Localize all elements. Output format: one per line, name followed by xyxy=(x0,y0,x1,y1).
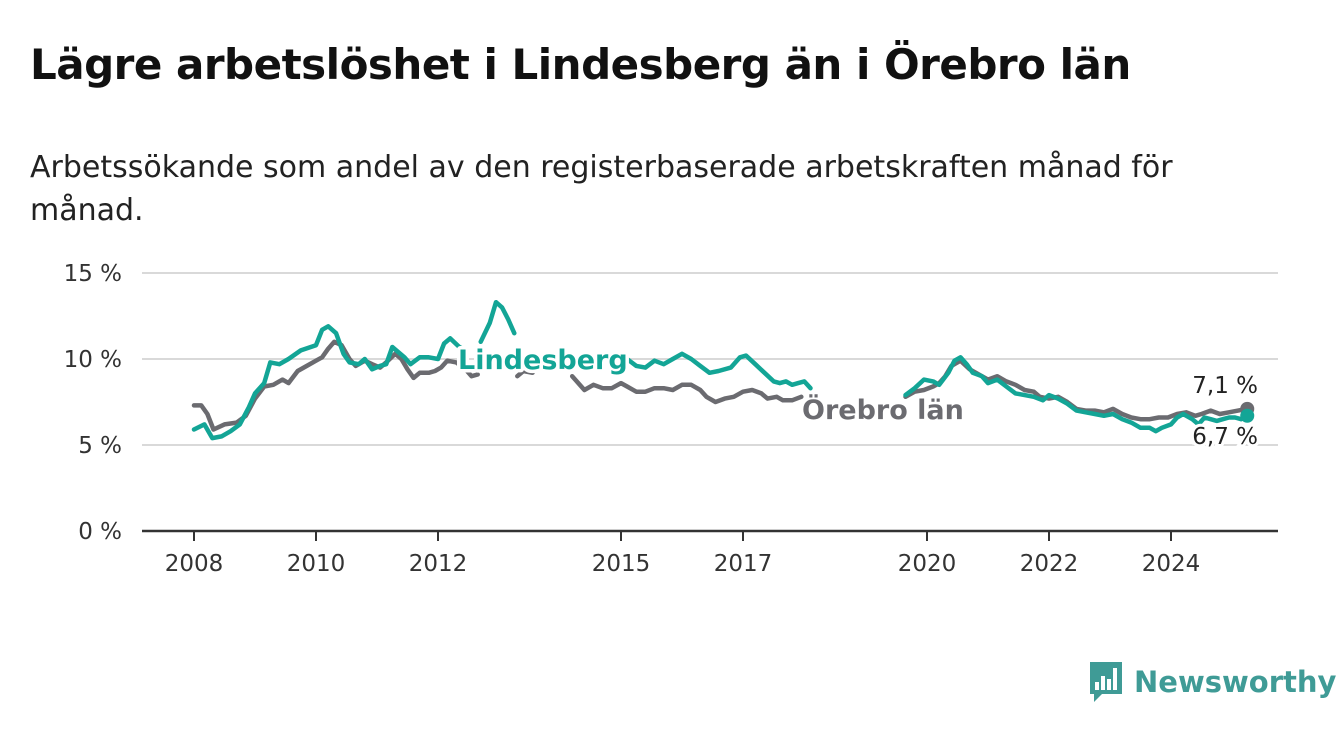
x-tick-label: 2022 xyxy=(1020,551,1079,577)
x-tick-label: 2024 xyxy=(1142,551,1201,577)
series-line-orebro-lan xyxy=(191,339,480,432)
series-line-lindesberg xyxy=(478,299,517,345)
y-tick-label: 15 % xyxy=(64,261,122,287)
series-lines xyxy=(191,299,1255,441)
newsworthy-chart-icon xyxy=(1090,662,1122,702)
x-tick-label: 2017 xyxy=(714,551,773,577)
series-labels: Lindesberg Örebro län 7,1 % 6,7 % xyxy=(455,342,1262,454)
x-tick-label: 2015 xyxy=(592,551,651,577)
series-line-lindesberg xyxy=(191,324,468,441)
end-label-orebro-lan: 7,1 % xyxy=(1192,373,1258,399)
page-title: Lägre arbetslöshet i Lindesberg än i Öre… xyxy=(30,40,1131,89)
y-tick-label: 5 % xyxy=(78,433,122,459)
x-tick-label: 2020 xyxy=(898,551,957,577)
series-line-lindesberg xyxy=(624,351,813,391)
y-axis: 0 % 5 % 10 % 15 % xyxy=(64,261,122,545)
series-label-lindesberg: Lindesberg xyxy=(458,345,628,376)
x-axis: 2008 2010 2012 2015 2017 2020 2022 2024 xyxy=(142,529,1278,577)
y-tick-label: 0 % xyxy=(78,519,122,545)
end-point-lindesberg xyxy=(1240,408,1255,423)
y-tick-label: 10 % xyxy=(64,347,122,373)
x-tick-label: 2008 xyxy=(165,551,224,577)
series-line-lindesberg xyxy=(903,355,1250,434)
x-tick-label: 2012 xyxy=(409,551,468,577)
series-line-lindesberg xyxy=(560,353,593,365)
brand-name: Newsworthy xyxy=(1134,665,1337,699)
x-tick-label: 2010 xyxy=(287,551,346,577)
series-label-orebro-lan: Örebro län xyxy=(802,393,964,426)
series-line-orebro-lan xyxy=(515,368,535,379)
grid-lines xyxy=(142,272,1278,446)
brand-logo: Newsworthy xyxy=(1088,660,1336,704)
page-subtitle: Arbetssökande som andel av den registerb… xyxy=(30,150,1173,228)
series-line-orebro-lan xyxy=(569,373,804,405)
end-label-lindesberg: 6,7 % xyxy=(1192,424,1258,450)
